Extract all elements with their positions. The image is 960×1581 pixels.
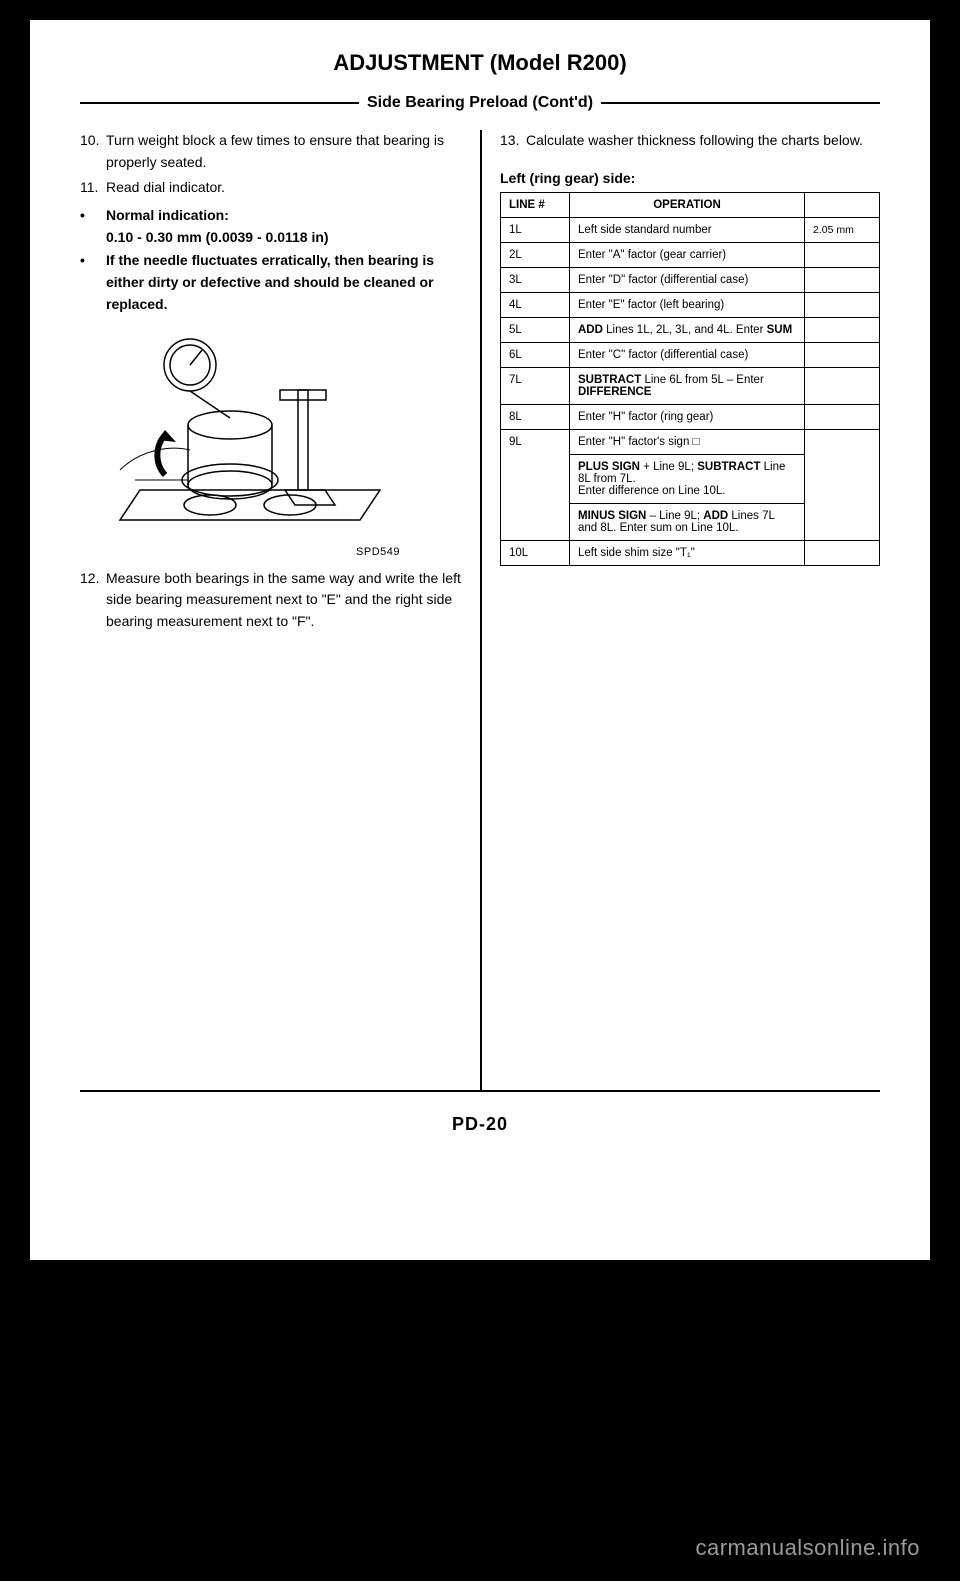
left-column: 10. Turn weight block a few times to ens… — [80, 130, 480, 1090]
cell-val — [805, 242, 880, 267]
step-12: 12. Measure both bearings in the same wa… — [80, 568, 462, 633]
table-row: 5LADD Lines 1L, 2L, 3L, and 4L. Enter SU… — [501, 317, 880, 342]
table-row: 2LEnter "A" factor (gear carrier) — [501, 242, 880, 267]
cell-op: MINUS SIGN – Line 9L; ADD Lines 7L and 8… — [570, 503, 805, 540]
sheet: ADJUSTMENT (Model R200) Side Bearing Pre… — [30, 20, 930, 1260]
bullet-normal-indication: • Normal indication: 0.10 - 0.30 mm (0.0… — [80, 205, 462, 248]
rule-right — [601, 102, 880, 104]
bullet-fluctuates: • If the needle fluctuates erratically, … — [80, 250, 462, 315]
cell-val — [805, 267, 880, 292]
step-number: 10. — [80, 130, 106, 173]
step-list-left-2: 12. Measure both bearings in the same wa… — [80, 568, 462, 633]
bullet-body: Normal indication: 0.10 - 0.30 mm (0.003… — [106, 205, 329, 248]
page: ADJUSTMENT (Model R200) Side Bearing Pre… — [0, 0, 960, 1581]
step-text: Read dial indicator. — [106, 177, 225, 199]
cell-line: 6L — [501, 342, 570, 367]
page-title: ADJUSTMENT (Model R200) — [80, 50, 880, 76]
cell-op: Left side standard number — [570, 217, 805, 242]
cell-op: Enter "E" factor (left bearing) — [570, 292, 805, 317]
dial-indicator-svg — [80, 330, 400, 540]
bullet-text: If the needle fluctuates erratically, th… — [106, 250, 462, 315]
cell-val — [805, 404, 880, 429]
operation-table: LINE # OPERATION 1LLeft side standard nu… — [500, 192, 880, 566]
table-row-9L-a: 9L Enter "H" factor's sign □ — [501, 429, 880, 454]
cell-line: 1L — [501, 217, 570, 242]
cell-op: PLUS SIGN + Line 9L; SUBTRACT Line 8L fr… — [570, 454, 805, 503]
figure-dial-indicator: SPD549 — [80, 330, 400, 558]
table-row: 7LSUBTRACT Line 6L from 5L – Enter DIFFE… — [501, 367, 880, 404]
step-10: 10. Turn weight block a few times to ens… — [80, 130, 462, 173]
cell-op: Enter "C" factor (differential case) — [570, 342, 805, 367]
step-list-right: 13. Calculate washer thickness following… — [500, 130, 880, 152]
cell-line: 2L — [501, 242, 570, 267]
bullet-label: Normal indication: — [106, 207, 229, 223]
section-subtitle: Side Bearing Preload (Cont'd) — [359, 94, 601, 112]
header-operation: OPERATION — [570, 192, 805, 217]
cell-val — [805, 342, 880, 367]
cell-op: ADD Lines 1L, 2L, 3L, and 4L. Enter SUM — [570, 317, 805, 342]
cell-line: 3L — [501, 267, 570, 292]
cell-line: 4L — [501, 292, 570, 317]
bullet-value: 0.10 - 0.30 mm (0.0039 - 0.0118 in) — [106, 229, 329, 245]
step-text: Measure both bearings in the same way an… — [106, 568, 462, 633]
cell-line: 8L — [501, 404, 570, 429]
cell-line: 9L — [501, 429, 570, 540]
step-13: 13. Calculate washer thickness following… — [500, 130, 880, 152]
cell-op: Enter "H" factor (ring gear) — [570, 404, 805, 429]
cell-line: 10L — [501, 540, 570, 565]
table-row: 3LEnter "D" factor (differential case) — [501, 267, 880, 292]
table-header-row: LINE # OPERATION — [501, 192, 880, 217]
table-row: 8LEnter "H" factor (ring gear) — [501, 404, 880, 429]
cell-val — [805, 540, 880, 565]
cell-val — [805, 367, 880, 404]
bullet-dot-icon: • — [80, 205, 106, 248]
step-text: Turn weight block a few times to ensure … — [106, 130, 462, 173]
bottom-rule — [80, 1090, 880, 1092]
cell-op: Enter "A" factor (gear carrier) — [570, 242, 805, 267]
figure-label: SPD549 — [80, 546, 400, 558]
right-column: 13. Calculate washer thickness following… — [480, 130, 880, 1090]
cell-val — [805, 292, 880, 317]
bullet-list: • Normal indication: 0.10 - 0.30 mm (0.0… — [80, 205, 462, 315]
step-number: 11. — [80, 177, 106, 199]
cell-val — [805, 429, 880, 540]
step-number: 12. — [80, 568, 106, 633]
table-row-10L: 10L Left side shim size "T₁" — [501, 540, 880, 565]
header-line: LINE # — [501, 192, 570, 217]
step-11: 11. Read dial indicator. — [80, 177, 462, 199]
bullet-dot-icon: • — [80, 250, 106, 315]
cell-val: 2.05 mm — [805, 217, 880, 242]
step-number: 13. — [500, 130, 526, 152]
table-row: 6LEnter "C" factor (differential case) — [501, 342, 880, 367]
cell-line: 7L — [501, 367, 570, 404]
watermark: carmanualsonline.info — [695, 1535, 920, 1561]
cell-val — [805, 317, 880, 342]
cell-op: Enter "H" factor's sign □ — [570, 429, 805, 454]
step-text: Calculate washer thickness following the… — [526, 130, 863, 152]
subtitle-row: Side Bearing Preload (Cont'd) — [80, 94, 880, 112]
page-number: PD-20 — [80, 1114, 880, 1135]
table-caption: Left (ring gear) side: — [500, 170, 880, 186]
cell-op: Enter "D" factor (differential case) — [570, 267, 805, 292]
table-row: 1LLeft side standard number2.05 mm — [501, 217, 880, 242]
cell-op: Left side shim size "T₁" — [570, 540, 805, 565]
cell-op: SUBTRACT Line 6L from 5L – Enter DIFFERE… — [570, 367, 805, 404]
rule-left — [80, 102, 359, 104]
step-list-left: 10. Turn weight block a few times to ens… — [80, 130, 462, 199]
two-columns: 10. Turn weight block a few times to ens… — [80, 130, 880, 1090]
table-row: 4LEnter "E" factor (left bearing) — [501, 292, 880, 317]
header-value — [805, 192, 880, 217]
cell-line: 5L — [501, 317, 570, 342]
